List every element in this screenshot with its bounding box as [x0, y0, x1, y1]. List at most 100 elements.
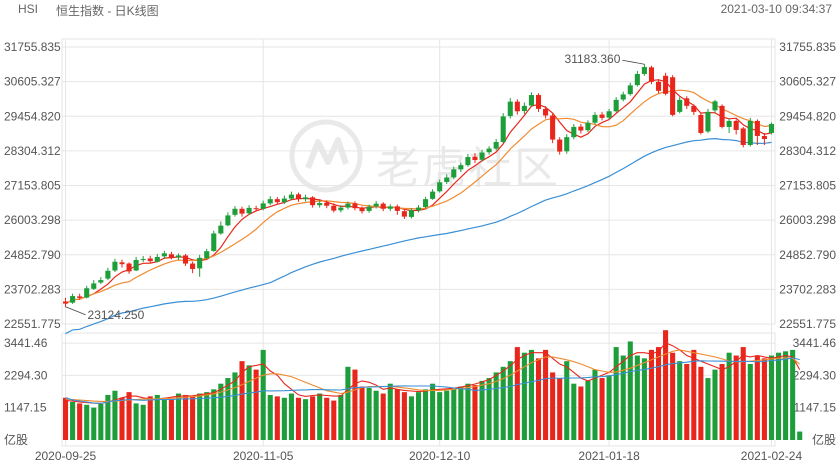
candle-body: [437, 182, 443, 192]
volume-bar: [225, 378, 231, 440]
volume-bar: [430, 383, 436, 440]
volume-bar: [465, 383, 471, 440]
candle-body: [670, 77, 676, 115]
timestamp: 2021-03-10 09:34:37: [720, 2, 832, 16]
candle-body: [359, 208, 365, 212]
candle-body: [557, 139, 563, 152]
volume-bar: [317, 393, 323, 440]
price-tick-left: 26003.298: [4, 213, 61, 227]
volume-bar: [627, 341, 633, 440]
volume-bar: [719, 363, 725, 440]
candle-body: [564, 137, 570, 152]
volume-bar: [677, 361, 683, 440]
volume-bar: [528, 349, 534, 440]
volume-bar: [161, 397, 167, 440]
candle-body: [571, 126, 577, 138]
volume-bar: [423, 389, 429, 440]
volume-bar: [521, 352, 527, 440]
volume-bar: [345, 366, 351, 440]
price-tick-right: 29454.820: [779, 109, 836, 123]
volume-bar: [458, 386, 464, 440]
candle-body: [133, 259, 139, 271]
volume-bar: [634, 355, 640, 440]
candle-body: [641, 67, 647, 74]
candle-body: [239, 208, 245, 214]
candle-body: [592, 114, 598, 123]
volume-bar: [373, 390, 379, 440]
candle-body: [691, 105, 697, 112]
candle-body: [423, 199, 429, 207]
x-tick-label: 2021-01-18: [578, 449, 640, 463]
candle-body: [140, 259, 146, 261]
candle-body: [733, 120, 739, 130]
volume-bar: [352, 369, 358, 440]
volume-bar: [698, 366, 704, 440]
price-tick-right: 27153.805: [779, 179, 836, 193]
volume-bar: [408, 396, 414, 440]
volume-bar: [415, 392, 422, 440]
volume-bar: [486, 378, 492, 440]
candle-body: [500, 116, 506, 142]
candle-body: [190, 263, 196, 269]
volume-bar: [288, 393, 294, 440]
candle-body: [401, 211, 407, 217]
volume-bar: [197, 393, 203, 440]
price-tick-right: 31755.835: [779, 40, 836, 54]
candle-body: [507, 101, 513, 117]
volume-panel-frame: [61, 332, 776, 447]
volume-bar: [62, 397, 69, 440]
candle-body: [599, 114, 605, 118]
candle-body: [415, 207, 422, 211]
volume-bar: [571, 383, 577, 440]
volume-bar: [232, 372, 238, 440]
candle-body: [521, 105, 527, 111]
candle-body: [479, 152, 485, 160]
volume-bar: [310, 396, 316, 440]
price-tick-left: 31755.835: [4, 40, 61, 54]
volume-bar: [295, 397, 302, 440]
candle-body: [246, 207, 252, 214]
volume-bar: [585, 380, 591, 440]
candle-body: [267, 199, 273, 204]
candle-body: [204, 251, 210, 259]
candle-body: [126, 263, 132, 272]
price-tick-right: 22551.775: [779, 317, 836, 331]
candle-body: [627, 85, 633, 95]
volume-tick-right: 1147.15: [794, 401, 837, 415]
volume-bar: [190, 396, 196, 440]
x-tick-label: 2021-02-24: [741, 449, 803, 463]
volume-bar: [260, 349, 266, 440]
volume-bar: [147, 396, 153, 440]
volume-bar: [564, 361, 570, 440]
x-tick-label: 2020-12-10: [409, 449, 471, 463]
candle-body: [606, 111, 612, 118]
price-tick-left: 24852.790: [4, 248, 61, 262]
volume-tick-right: 3441.46: [793, 336, 837, 350]
volume-bar: [168, 399, 174, 440]
candle-body: [373, 203, 379, 207]
candle-body: [726, 120, 732, 127]
volume-bar: [267, 394, 273, 440]
volume-bar: [303, 399, 309, 440]
candle-body: [655, 81, 662, 91]
volume-bar: [691, 349, 697, 440]
candle-body: [161, 253, 167, 257]
x-tick-label: 2020-09-25: [35, 449, 97, 463]
candle-body: [98, 280, 104, 283]
volume-tick-left: 3441.46: [4, 336, 48, 350]
volume-tick-left: 2294.30: [4, 368, 48, 382]
volume-bar: [126, 392, 132, 440]
volume-bar: [274, 396, 280, 440]
volume-bar: [77, 403, 83, 440]
candle-body: [514, 101, 520, 112]
candle-body: [295, 194, 302, 200]
volume-ma30-line: [65, 357, 800, 404]
volume-bar: [338, 394, 344, 440]
volume-bar: [775, 352, 782, 440]
max-annotation-leader: [622, 59, 645, 65]
volume-bar: [790, 349, 796, 440]
candle-body: [387, 206, 393, 209]
volume-bar: [324, 397, 330, 440]
volume-bar: [119, 397, 125, 440]
volume-bar: [140, 404, 146, 440]
